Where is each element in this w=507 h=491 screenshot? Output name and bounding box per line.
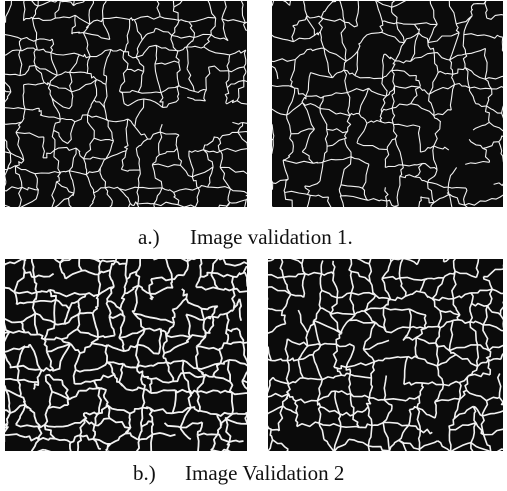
caption: Image validation 1. bbox=[190, 225, 353, 249]
image-panel bbox=[244, 236, 507, 469]
caption: Image Validation 2 bbox=[185, 461, 344, 485]
image-panel bbox=[247, 0, 507, 222]
figure: a.) Image validation 1. b.) Image Valida… bbox=[0, 0, 507, 491]
image-panel bbox=[0, 0, 267, 230]
caption-label: b.) bbox=[133, 461, 156, 485]
caption-label: a.) bbox=[138, 225, 160, 249]
page: {"figure": {"rows": [ {"label": "a.)", "… bbox=[0, 0, 507, 491]
image-panel bbox=[0, 239, 265, 459]
